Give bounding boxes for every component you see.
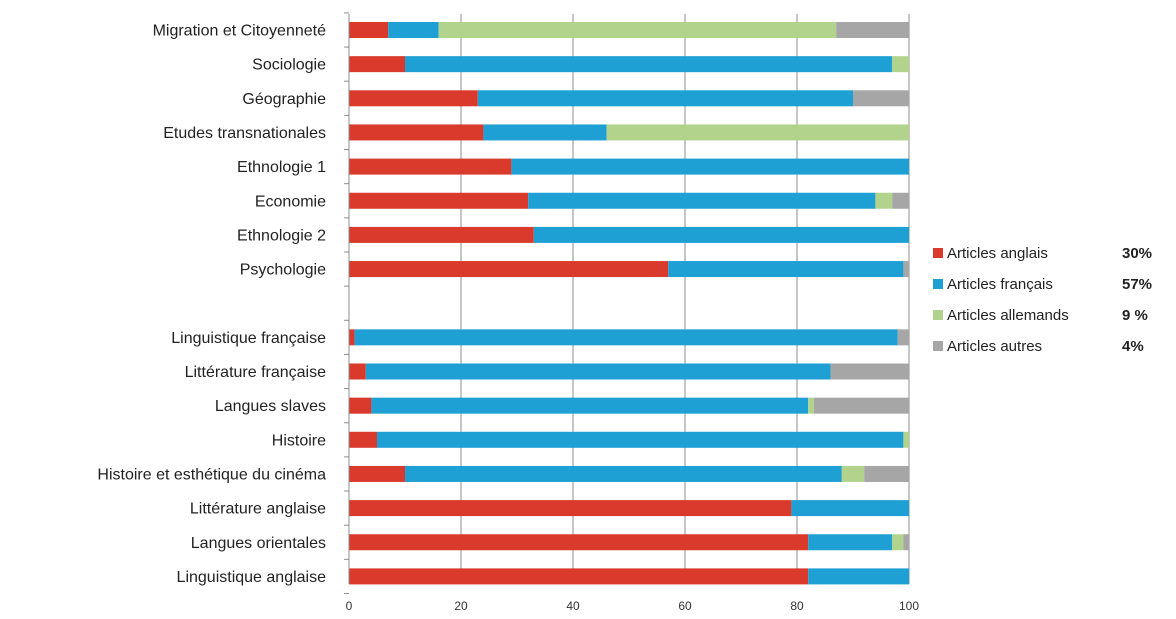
legend-percent: 4% bbox=[1122, 338, 1144, 355]
bar-segment bbox=[349, 261, 669, 278]
bar-segment bbox=[813, 397, 909, 414]
legend-percent: 30% bbox=[1122, 245, 1152, 262]
bar-segment bbox=[903, 431, 909, 448]
bar-segment bbox=[349, 56, 405, 73]
category-label: Migration et Citoyenneté bbox=[153, 23, 327, 40]
bar-segment bbox=[349, 465, 405, 482]
bar-segment bbox=[791, 500, 909, 517]
category-label: Economie bbox=[255, 193, 326, 210]
category-label: Histoire et esthétique du cinéma bbox=[97, 466, 326, 483]
bar-segment bbox=[875, 192, 893, 209]
bar-segment bbox=[511, 158, 909, 175]
bar-segment bbox=[349, 329, 355, 346]
bar-segment bbox=[405, 56, 893, 73]
bar-segment bbox=[668, 261, 904, 278]
bar-segment bbox=[371, 397, 809, 414]
bar-segment bbox=[808, 534, 893, 551]
bar-segment bbox=[836, 22, 909, 38]
bar-segment bbox=[606, 124, 909, 141]
bar-segment bbox=[388, 22, 439, 38]
legend-label: Articles anglais bbox=[947, 245, 1048, 262]
bar-segment bbox=[405, 465, 842, 482]
bar-segment bbox=[892, 56, 909, 73]
bar-segment bbox=[349, 363, 366, 380]
x-tick-label: 60 bbox=[678, 599, 692, 613]
legend-label: Articles autres bbox=[947, 338, 1042, 355]
bar-segment bbox=[830, 363, 909, 380]
grid-layer bbox=[460, 14, 910, 584]
x-tick-label: 80 bbox=[790, 599, 804, 613]
bar-segment bbox=[349, 22, 389, 38]
bar-segment bbox=[349, 158, 512, 175]
category-label: Psychologie bbox=[240, 262, 326, 279]
bar-segment bbox=[841, 465, 865, 482]
bar-segment bbox=[377, 431, 904, 448]
x-tick-label: 100 bbox=[899, 599, 919, 613]
bar-segment bbox=[349, 431, 377, 448]
bar-segment bbox=[533, 226, 909, 243]
legend-percent: 57% bbox=[1122, 276, 1152, 293]
legend-label: Articles allemands bbox=[947, 307, 1069, 324]
bar-segment bbox=[892, 534, 904, 551]
legend-swatch bbox=[933, 279, 943, 289]
category-label: Linguistique anglaise bbox=[177, 569, 327, 586]
bars-layer bbox=[349, 22, 909, 585]
bar-segment bbox=[349, 90, 478, 107]
category-label: Ethnologie 1 bbox=[237, 159, 326, 176]
category-label: Linguistique française bbox=[171, 330, 326, 347]
bar-segment bbox=[808, 397, 814, 414]
bar-segment bbox=[365, 363, 831, 380]
x-tick-label: 40 bbox=[566, 599, 580, 613]
x-tick-label: 20 bbox=[454, 599, 468, 613]
bar-segment bbox=[349, 397, 372, 414]
bar-segment bbox=[349, 500, 792, 517]
bar-segment bbox=[903, 261, 909, 278]
category-label: Ethnologie 2 bbox=[237, 227, 326, 244]
bar-segment bbox=[349, 226, 534, 243]
bar-segment bbox=[483, 124, 607, 141]
bar-segment bbox=[897, 329, 909, 346]
category-label: Langues orientales bbox=[191, 535, 326, 552]
legend-label: Articles français bbox=[947, 276, 1053, 293]
category-label: Littérature anglaise bbox=[190, 501, 326, 518]
bar-segment bbox=[903, 534, 909, 551]
bar-segment bbox=[528, 192, 876, 209]
bar-segment bbox=[892, 192, 909, 209]
axis-layer: 0 20 40 60 80 100 Migration et Citoyenneté Soci… bbox=[97, 12, 919, 613]
category-label: Langues slaves bbox=[215, 398, 326, 415]
legend-swatch bbox=[933, 310, 943, 320]
bar-segment bbox=[349, 124, 484, 141]
category-label: Histoire bbox=[272, 432, 326, 449]
legend-swatch bbox=[933, 248, 943, 258]
bar-segment bbox=[477, 90, 853, 107]
x-tick-label: 0 bbox=[346, 599, 353, 613]
legend-percent: 9 % bbox=[1122, 307, 1148, 324]
bar-segment bbox=[349, 568, 809, 585]
category-label: Etudes transnationales bbox=[163, 125, 326, 142]
legend: Articles anglais 30% Articles français 57% A… bbox=[933, 245, 1152, 355]
bar-segment bbox=[853, 90, 909, 107]
category-label: Géographie bbox=[242, 91, 326, 108]
legend-swatch bbox=[933, 341, 943, 351]
bar-segment bbox=[864, 465, 909, 482]
bar-segment bbox=[349, 192, 529, 209]
bar-segment bbox=[438, 22, 837, 38]
category-label: Littérature française bbox=[185, 364, 327, 381]
bar-segment bbox=[349, 534, 809, 551]
category-label: Sociologie bbox=[252, 57, 326, 74]
bar-segment bbox=[354, 329, 898, 346]
bar-segment bbox=[808, 568, 909, 585]
